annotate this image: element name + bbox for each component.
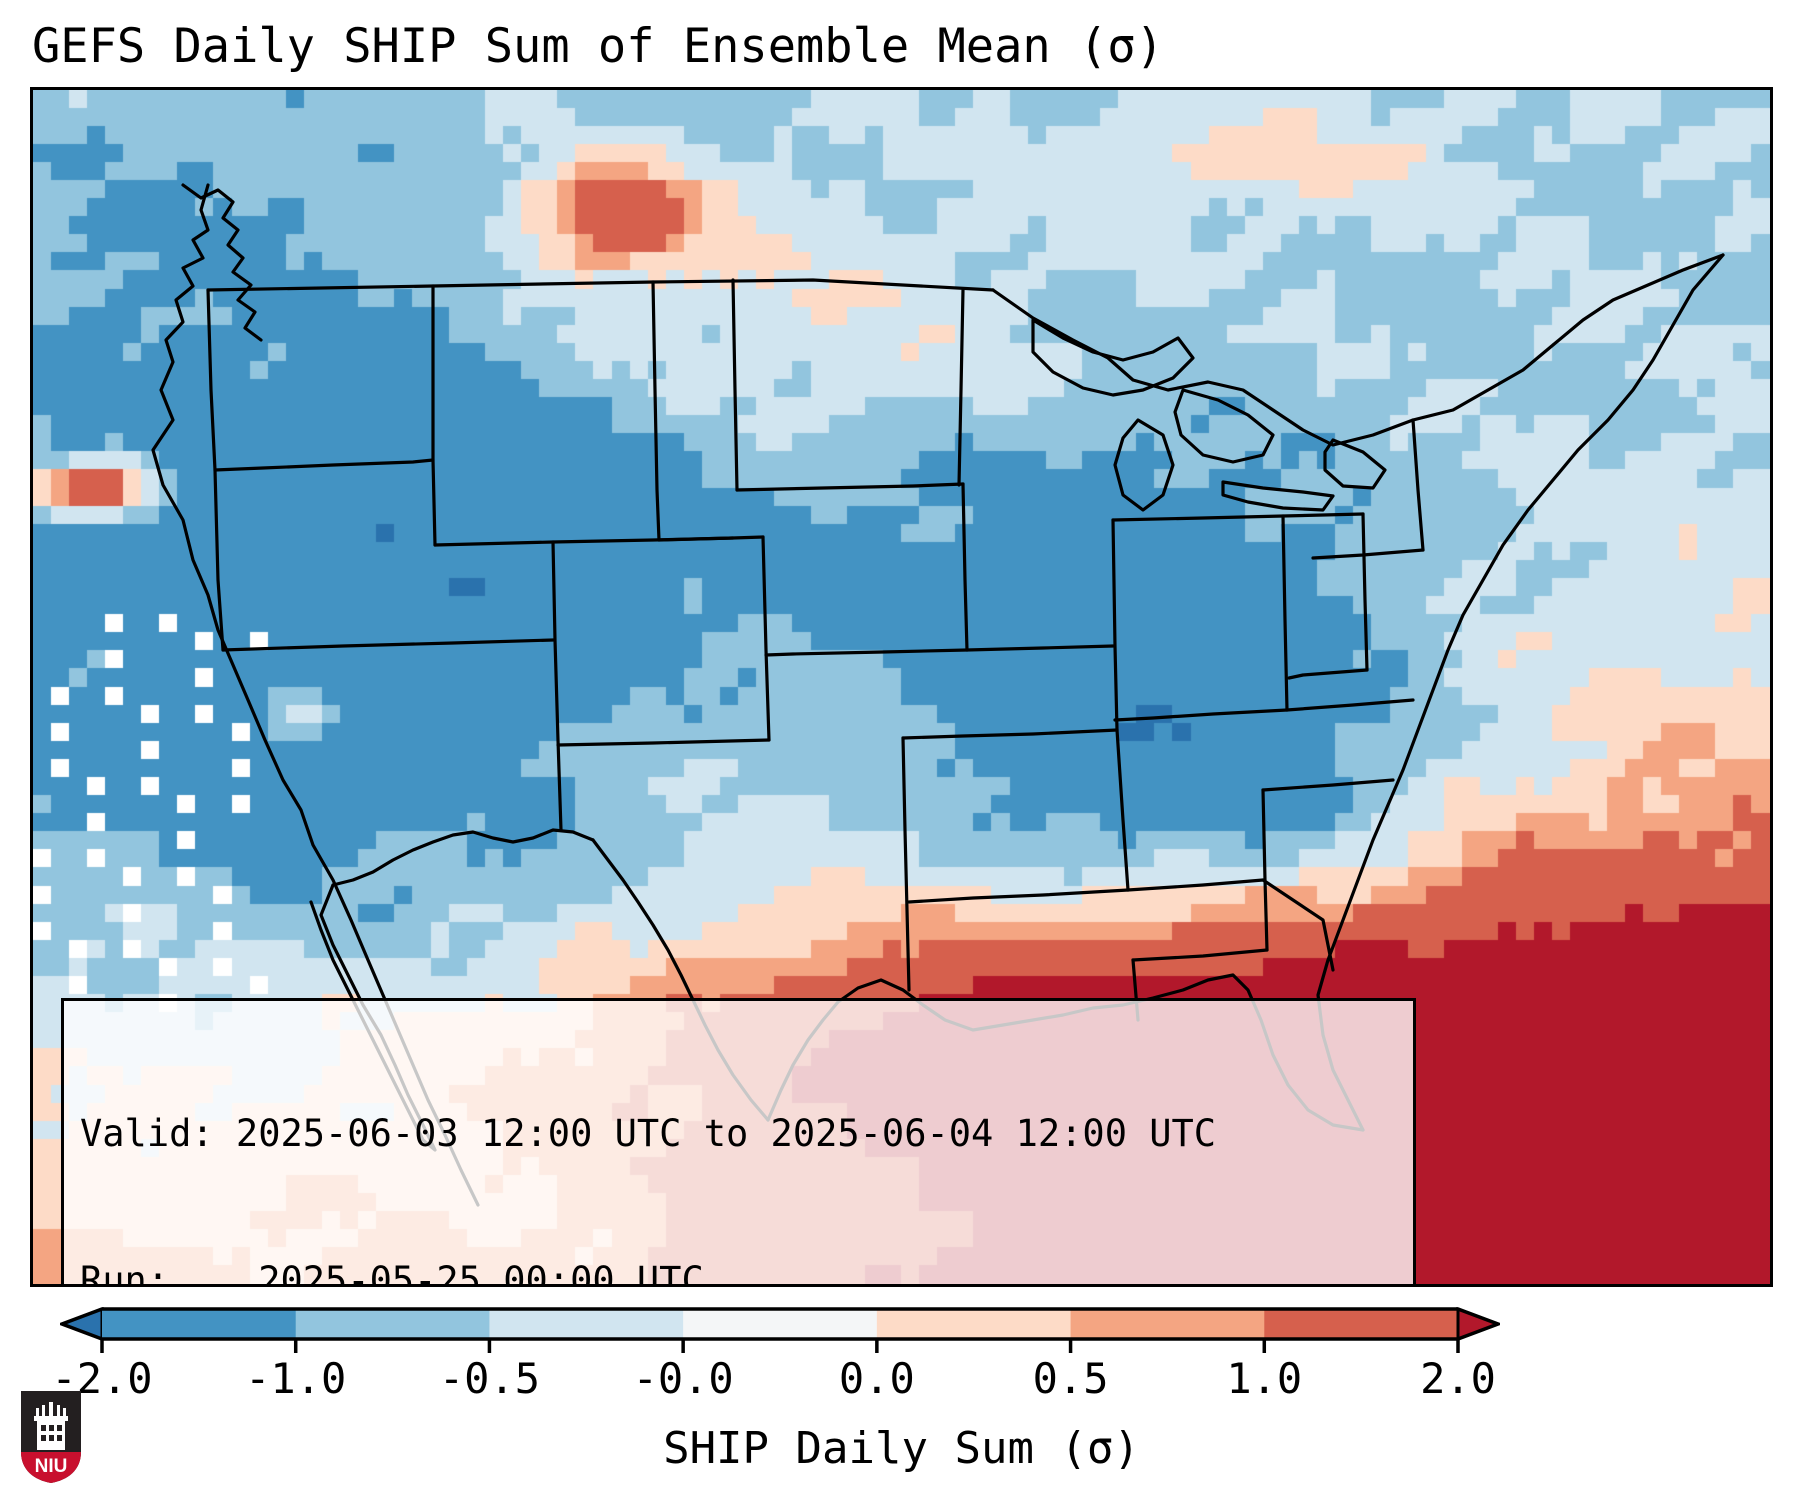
colorbar-tick-label: -1.0 [245,1354,347,1403]
niu-logo: NIU [21,1391,81,1483]
valid-run-info-box: Valid: 2025-06-03 12:00 UTC to 2025-06-0… [61,998,1416,1287]
border-path [1361,512,1369,672]
logo-text: NIU [35,1456,68,1477]
border-path [1111,512,1365,522]
border-path [731,278,739,492]
colorbar-extend-low [60,1307,104,1342]
border-path [431,284,437,547]
colorbar-tick-label: -0.0 [632,1354,734,1403]
border-path [1285,698,1415,712]
border-path [991,253,1725,447]
border-path [1281,514,1289,712]
colorbar-band [1264,1309,1459,1339]
valid-time-text: Valid: 2025-06-03 12:00 UTC to 2025-06-0… [80,1112,1217,1155]
border-path [1287,668,1369,680]
colorbar-band [102,1309,297,1339]
colorbar-axis-label: SHIP Daily Sum (σ) [663,1423,1140,1474]
colorbar-extend-high [1456,1307,1500,1342]
colorbar-tick-label: 2.0 [1420,1354,1496,1403]
border-path [965,644,1115,652]
colorbar-tick-labels: -2.0 -1.0 -0.5 -0.0 0.0 0.5 1.0 2.0 [0,1352,1803,1412]
border-path [1311,548,1425,560]
border-path [1261,788,1269,952]
border-path [1131,948,1269,962]
border-path [1113,418,1175,512]
run-time-text: Run: 2025-05-25 00:00 UTC [80,1259,704,1287]
colorbar[interactable] [60,1307,1500,1353]
border-path [735,482,965,492]
border-path [1411,418,1425,552]
colorbar-tick-label: 0.5 [1032,1354,1109,1403]
colorbar-band [683,1309,878,1339]
border-path [206,278,995,292]
colorbar-tick-label: 0.0 [838,1354,915,1403]
border-path [961,482,969,652]
border-path [551,540,563,832]
logo-shield-bottom [21,1452,81,1483]
border-path [901,728,1119,740]
map-plot-area[interactable]: Valid: 2025-06-03 12:00 UTC to 2025-06-0… [30,87,1773,1287]
colorbar-tick-label: 1.0 [1226,1354,1303,1403]
border-path [651,280,661,542]
colorbar-band [876,1309,1072,1339]
border-path [657,535,765,542]
border-path [1126,878,1265,892]
border-path [1323,438,1387,490]
border-path [331,828,595,887]
colorbar-tick-label: -0.5 [438,1354,540,1403]
border-path [1261,878,1335,972]
border-path [556,738,771,747]
colorbar-band [489,1309,684,1339]
border-path [1113,708,1289,722]
border-path [1316,253,1725,1132]
colorbar-band [295,1309,491,1339]
border-path [764,648,969,657]
colorbar-band [1070,1309,1265,1339]
border-path [761,535,771,742]
border-path [957,288,965,487]
border-path [1115,728,1130,892]
border-path [1261,778,1395,792]
border-path [907,888,1130,904]
logo-castle-windows [41,1425,62,1441]
border-path [1221,480,1335,512]
state-border-overlay [151,183,1725,1207]
border-path [181,183,263,342]
border-path [1031,318,1195,397]
border-path [1173,388,1275,464]
border-path [213,468,225,652]
border-path [901,736,911,992]
border-path [221,638,555,652]
border-path [206,288,435,472]
border-path [1111,518,1119,732]
page-title: GEFS Daily SHIP Sum of Ensemble Mean (σ) [32,19,1164,74]
